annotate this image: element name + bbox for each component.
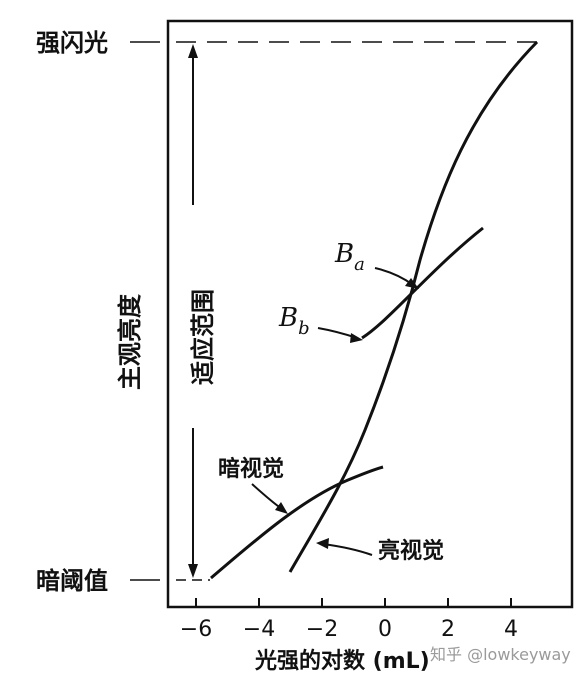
photopic-label: 亮视觉 xyxy=(378,538,444,564)
photopic-pointer-head xyxy=(316,538,329,549)
Ba-pointer-head xyxy=(405,278,419,289)
Ba-label: Ba xyxy=(334,239,365,275)
plot-frame xyxy=(166,19,574,609)
glare-label: 强闪光 xyxy=(36,29,108,57)
range-arrowhead-down xyxy=(188,564,198,578)
photopic-pointer xyxy=(322,543,373,556)
scotopic-curve xyxy=(210,465,384,580)
x-tick-label: −2 xyxy=(306,617,338,642)
x-tick-label: −6 xyxy=(180,617,212,642)
scotopic-pointer xyxy=(251,483,283,510)
scotopic-label: 暗视觉 xyxy=(218,456,284,482)
scotopic-pointer-head xyxy=(275,502,288,514)
photopic-curve xyxy=(288,40,539,573)
Bb-label-sub: b xyxy=(298,318,310,339)
Ba-label-main: B xyxy=(334,239,354,269)
Bb-label: Bb xyxy=(278,303,310,339)
x-tick-label: −4 xyxy=(243,617,275,642)
x-tick-label: 0 xyxy=(378,617,392,642)
threshold-label: 暗阈值 xyxy=(36,567,108,595)
x-tick-label: 2 xyxy=(441,617,455,642)
Bb-pointer-head xyxy=(350,333,363,343)
x-axis-ticks: −6 −4 −2 0 2 4 xyxy=(180,598,518,642)
Bb-label-main: B xyxy=(278,303,298,333)
Ba-pointer xyxy=(374,267,414,286)
range-label: 适应范围 xyxy=(189,289,217,385)
x-axis-label: 光强的对数 (mL) xyxy=(254,648,430,674)
Bb-curve xyxy=(361,226,484,340)
Ba-label-sub: a xyxy=(354,254,365,275)
range-arrowhead-up xyxy=(188,44,198,58)
y-axis-label: 主观亮度 xyxy=(116,293,144,390)
x-tick-label: 4 xyxy=(504,617,518,642)
watermark: 知乎 @lowkeyway xyxy=(430,645,571,664)
